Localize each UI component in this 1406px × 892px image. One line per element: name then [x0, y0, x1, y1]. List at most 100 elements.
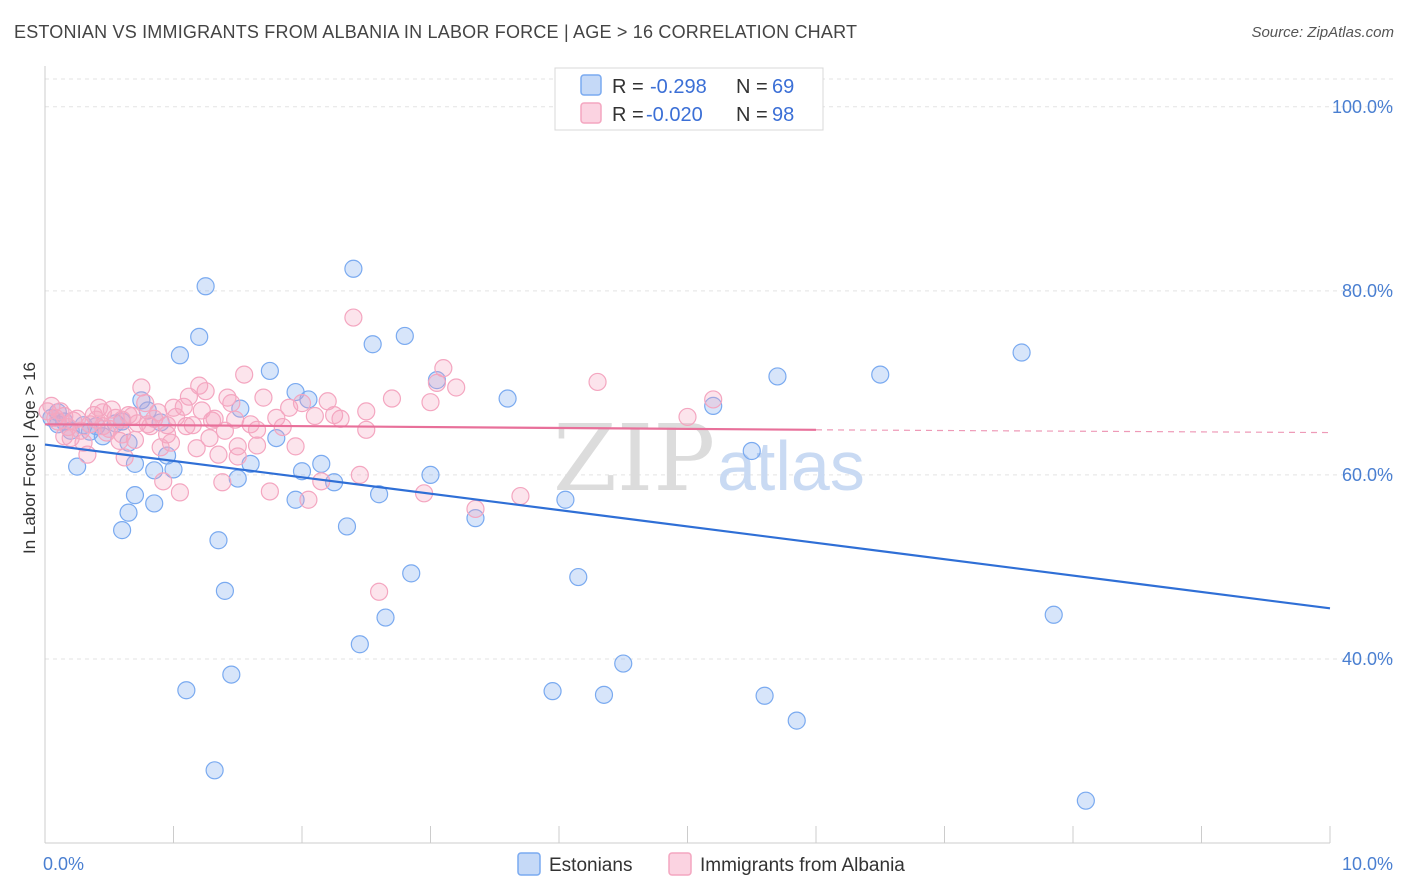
- estonian-point: [267, 428, 286, 448]
- estonian-point: [594, 685, 614, 704]
- bottom-legend-label-estonians: Estonians: [549, 855, 632, 876]
- legend-n-value-2: 98: [772, 104, 794, 126]
- estonian-point: [286, 490, 305, 509]
- estonian-point: [755, 686, 774, 705]
- albania-point: [132, 378, 151, 397]
- legend-r-value-1: -0.298: [650, 76, 707, 98]
- estonian-point: [569, 567, 588, 587]
- albania-point: [170, 483, 190, 502]
- albania-point: [71, 421, 91, 440]
- albania-point: [292, 394, 312, 413]
- estonian-point: [871, 365, 890, 384]
- watermark-zip: ZIP: [553, 405, 715, 512]
- albania-trend-extension: [815, 429, 1331, 434]
- estonian-point: [231, 399, 250, 418]
- albania-point: [222, 394, 241, 413]
- y-axis-label: In Labor Force | Age > 16: [20, 362, 39, 554]
- estonian-point: [421, 465, 440, 485]
- estonian-point: [292, 462, 312, 481]
- albania-point: [704, 390, 723, 409]
- albania-point: [247, 420, 267, 439]
- y-tick-label: 80.0%: [1342, 281, 1393, 301]
- albania-point: [93, 417, 112, 436]
- albania-point: [228, 447, 247, 466]
- y-tick-label: 60.0%: [1342, 465, 1393, 485]
- estonian-point: [312, 454, 331, 473]
- estonian-point: [228, 469, 247, 488]
- legend-r-label-2: R =: [612, 104, 644, 126]
- albania-point: [55, 427, 74, 446]
- legend-n-label-2: N =: [736, 104, 768, 126]
- data-points: [38, 259, 1095, 810]
- bottom-legend-swatch-albania: [668, 852, 692, 876]
- estonian-point: [614, 654, 633, 673]
- estonian-point: [363, 335, 382, 354]
- axes: [44, 66, 1331, 844]
- estonian-point: [205, 761, 224, 780]
- estonian-point: [742, 441, 761, 461]
- estonian-point: [395, 326, 414, 346]
- albania-point: [447, 378, 466, 397]
- albania-point: [174, 397, 193, 416]
- estonian-point: [215, 581, 234, 600]
- estonian-point: [177, 681, 196, 700]
- albania-point: [357, 402, 376, 421]
- albania-point: [434, 359, 453, 378]
- chart-title: ESTONIAN VS IMMIGRANTS FROM ALBANIA IN L…: [14, 22, 858, 42]
- legend-r-label-1: R =: [612, 76, 644, 98]
- estonian-point: [337, 517, 357, 536]
- legend-box: R = -0.298 N = 69 R = -0.020 N = 98: [554, 67, 824, 131]
- estonian-point: [350, 635, 369, 654]
- watermark: ZIP atlas: [553, 405, 865, 512]
- estonian-point: [1012, 343, 1031, 362]
- estonian-point: [704, 396, 723, 415]
- estonian-point: [209, 531, 228, 550]
- estonian-point: [1076, 791, 1095, 810]
- albania-point: [588, 372, 607, 392]
- estonian-point: [119, 503, 138, 522]
- watermark-atlas: atlas: [717, 427, 865, 505]
- x-tick-label: 10.0%: [1342, 854, 1393, 874]
- albania-point: [247, 436, 267, 455]
- estonian-point: [543, 682, 562, 701]
- tick-labels: 40.0% 60.0% 80.0% 100.0% 0.0% 10.0%: [43, 97, 1393, 874]
- albania-point: [228, 437, 247, 456]
- legend-swatch-albania: [580, 102, 602, 124]
- bottom-legend-label-albania: Immigrants from Albania: [700, 855, 905, 876]
- albania-point: [344, 308, 363, 327]
- albania-point: [511, 486, 530, 506]
- estonian-point: [498, 389, 517, 408]
- albania-point: [213, 473, 232, 492]
- albania-point: [235, 365, 254, 384]
- estonian-point: [370, 485, 389, 504]
- albania-point: [209, 445, 228, 464]
- albania-point: [382, 389, 402, 408]
- source-label: Source: ZipAtlas.com: [1251, 24, 1394, 41]
- albania-trend-line: [44, 423, 817, 431]
- y-tick-label: 40.0%: [1342, 649, 1393, 669]
- albania-point: [678, 407, 697, 427]
- albania-point: [466, 499, 485, 519]
- trend-lines: [44, 423, 1331, 610]
- albania-point: [187, 439, 206, 458]
- albania-point: [125, 430, 145, 450]
- bottom-legend: Estonians Immigrants from Albania: [517, 852, 905, 876]
- estonian-point: [68, 457, 87, 476]
- albania-point: [325, 405, 344, 425]
- legend-swatch-estonians: [580, 74, 602, 96]
- legend-n-value-1: 69: [772, 76, 794, 98]
- albania-point: [305, 406, 324, 426]
- albania-point: [260, 482, 279, 501]
- estonian-trend-line: [44, 443, 1331, 610]
- albania-point: [161, 433, 181, 452]
- albania-point: [286, 437, 305, 456]
- estonian-point: [1044, 605, 1063, 624]
- estonian-point: [190, 327, 209, 346]
- estonian-point: [112, 521, 132, 540]
- albania-point: [154, 472, 173, 491]
- albania-point: [115, 448, 134, 467]
- estonian-point: [402, 564, 421, 583]
- estonian-point: [787, 711, 806, 730]
- albania-point: [350, 465, 369, 485]
